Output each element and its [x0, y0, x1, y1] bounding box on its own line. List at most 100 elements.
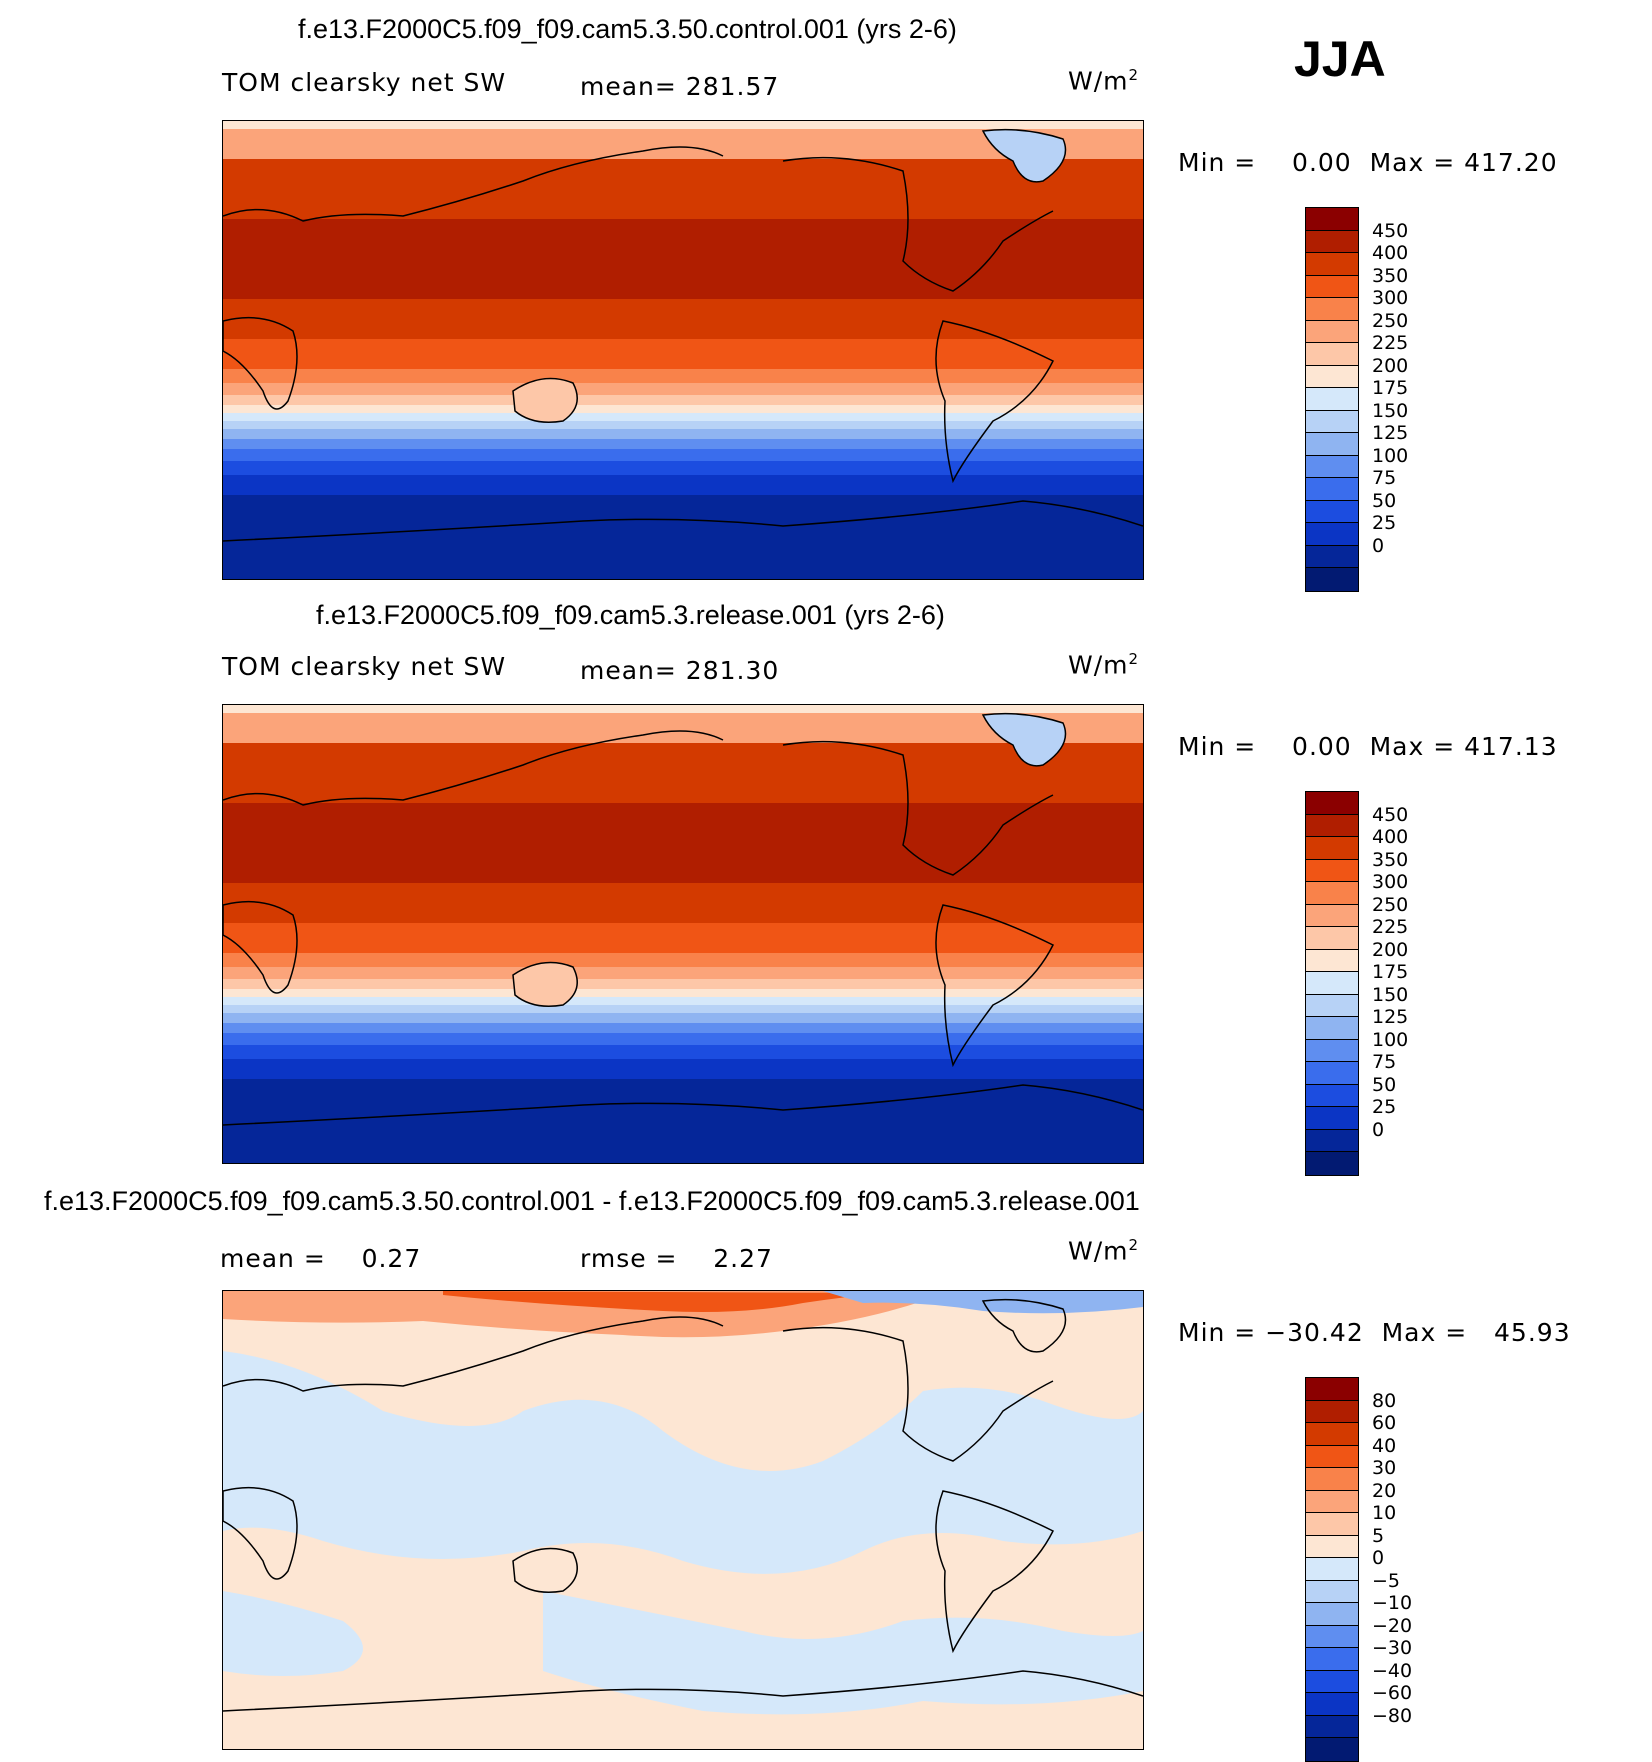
- colorbar-swatch: [1306, 1535, 1358, 1558]
- panel2-minmax: Min = 0.00 Max = 417.13: [1178, 732, 1558, 761]
- panel1-units: W/m2: [1068, 66, 1140, 96]
- colorbar-swatch: [1306, 1670, 1358, 1693]
- colorbar-swatch: [1306, 208, 1358, 231]
- colorbar-tick-label: 50: [1372, 489, 1397, 512]
- colorbar-tick-label: 40: [1372, 1434, 1397, 1457]
- colorbar-tick-label: 100: [1372, 444, 1409, 467]
- panel1-map-svg: [223, 121, 1143, 579]
- colorbar-swatch: [1306, 949, 1358, 972]
- colorbar-tick-label: −30: [1372, 1637, 1413, 1659]
- colorbar-tick-label: 175: [1372, 377, 1409, 399]
- colorbar-swatch: [1306, 500, 1358, 523]
- panel2-mean: mean= 281.30: [580, 656, 780, 685]
- colorbar-tick-label: 60: [1372, 1412, 1397, 1434]
- colorbar-tick-label: 75: [1372, 467, 1397, 489]
- colorbar-swatch: [1306, 1445, 1358, 1468]
- colorbar-swatch: [1306, 433, 1358, 456]
- colorbar-swatch: [1306, 994, 1358, 1017]
- colorbar-tick-label: 300: [1372, 287, 1409, 309]
- panel1-title: f.e13.F2000C5.f09_f09.cam5.3.50.control.…: [298, 14, 957, 44]
- colorbar-tick-label: 10: [1372, 1502, 1397, 1524]
- colorbar-tick-label: 250: [1372, 893, 1409, 916]
- panel2-colorbar-segments: [1306, 792, 1358, 1175]
- colorbar-tick-label: 0: [1372, 1118, 1385, 1141]
- colorbar-swatch: [1306, 1693, 1358, 1716]
- colorbar-swatch: [1306, 568, 1358, 591]
- panel2-map-svg: [223, 705, 1143, 1163]
- colorbar-swatch: [1306, 1625, 1358, 1648]
- colorbar-swatch: [1306, 388, 1358, 411]
- colorbar-swatch: [1306, 837, 1358, 860]
- panel1-colorbar-segments: [1306, 208, 1358, 591]
- colorbar-swatch: [1306, 1129, 1358, 1152]
- panel1-variable: TOM clearsky net SW: [222, 68, 507, 97]
- colorbar-tick-label: −5: [1372, 1569, 1401, 1592]
- colorbar-swatch: [1306, 1580, 1358, 1603]
- panel3-minmax: Min = −30.42 Max = 45.93: [1178, 1318, 1571, 1347]
- colorbar-swatch: [1306, 1062, 1358, 1085]
- panel3-mean: mean = 0.27: [220, 1244, 422, 1273]
- colorbar-swatch: [1306, 1400, 1358, 1423]
- colorbar-swatch: [1306, 904, 1358, 927]
- colorbar-swatch: [1306, 478, 1358, 501]
- colorbar-tick-label: 300: [1372, 871, 1409, 893]
- colorbar-tick-label: 5: [1372, 1524, 1385, 1547]
- colorbar-tick-label: 150: [1372, 399, 1409, 422]
- panel2-colorbar: [1305, 791, 1359, 1176]
- colorbar-tick-label: 225: [1372, 332, 1409, 354]
- panel1-colorbar: [1305, 207, 1359, 592]
- colorbar-swatch: [1306, 1648, 1358, 1671]
- colorbar-tick-label: 350: [1372, 264, 1409, 287]
- colorbar-tick-label: 125: [1372, 1006, 1409, 1028]
- colorbar-swatch: [1306, 1107, 1358, 1130]
- colorbar-tick-label: −10: [1372, 1592, 1413, 1614]
- colorbar-swatch: [1306, 859, 1358, 882]
- season-label: JJA: [1294, 31, 1386, 87]
- colorbar-swatch: [1306, 275, 1358, 298]
- colorbar-tick-label: 200: [1372, 938, 1409, 961]
- colorbar-tick-label: 20: [1372, 1479, 1397, 1502]
- colorbar-tick-label: 25: [1372, 512, 1397, 534]
- panel2-title: f.e13.F2000C5.f09_f09.cam5.3.release.001…: [316, 600, 945, 630]
- colorbar-tick-label: −40: [1372, 1659, 1413, 1682]
- colorbar-swatch: [1306, 365, 1358, 388]
- panel3-map-svg: [223, 1291, 1143, 1749]
- colorbar-tick-label: −80: [1372, 1704, 1413, 1727]
- colorbar-swatch: [1306, 1423, 1358, 1446]
- colorbar-swatch: [1306, 1715, 1358, 1738]
- colorbar-swatch: [1306, 320, 1358, 343]
- panel3-title: f.e13.F2000C5.f09_f09.cam5.3.50.control.…: [44, 1186, 1140, 1216]
- panel2-units: W/m2: [1068, 650, 1140, 680]
- colorbar-swatch: [1306, 298, 1358, 321]
- colorbar-tick-label: 50: [1372, 1073, 1397, 1096]
- colorbar-swatch: [1306, 882, 1358, 905]
- colorbar-tick-label: 250: [1372, 309, 1409, 332]
- panel3-colorbar: [1305, 1377, 1359, 1762]
- colorbar-tick-label: 100: [1372, 1028, 1409, 1051]
- colorbar-tick-label: 200: [1372, 354, 1409, 377]
- colorbar-swatch: [1306, 410, 1358, 433]
- colorbar-tick-label: 0: [1372, 534, 1385, 557]
- colorbar-swatch: [1306, 1738, 1358, 1761]
- colorbar-tick-label: 450: [1372, 803, 1409, 826]
- colorbar-tick-label: 400: [1372, 242, 1409, 264]
- colorbar-swatch: [1306, 972, 1358, 995]
- panel3-colorbar-segments: [1306, 1378, 1358, 1761]
- panel1-map: [222, 120, 1144, 580]
- colorbar-swatch: [1306, 523, 1358, 546]
- panel3-rmse: rmse = 2.27: [580, 1244, 773, 1273]
- colorbar-tick-label: −60: [1372, 1682, 1413, 1704]
- colorbar-swatch: [1306, 1378, 1358, 1401]
- colorbar-swatch: [1306, 1084, 1358, 1107]
- colorbar-tick-label: 0: [1372, 1547, 1385, 1569]
- colorbar-swatch: [1306, 1039, 1358, 1062]
- colorbar-swatch: [1306, 230, 1358, 253]
- panel1-minmax: Min = 0.00 Max = 417.20: [1178, 148, 1558, 177]
- colorbar-swatch: [1306, 1558, 1358, 1581]
- colorbar-tick-label: 30: [1372, 1457, 1397, 1479]
- colorbar-swatch: [1306, 927, 1358, 950]
- colorbar-tick-label: 150: [1372, 983, 1409, 1006]
- colorbar-tick-label: 350: [1372, 848, 1409, 871]
- colorbar-tick-label: 80: [1372, 1389, 1397, 1412]
- colorbar-swatch: [1306, 792, 1358, 815]
